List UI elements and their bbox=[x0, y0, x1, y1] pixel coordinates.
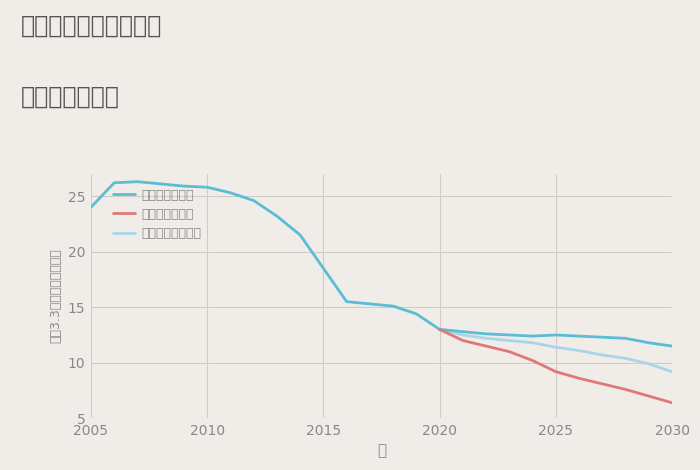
ノーマルシナリオ bbox=[622, 355, 630, 361]
バッドシナリオ bbox=[622, 387, 630, 392]
バッドシナリオ bbox=[435, 327, 444, 332]
Y-axis label: 坪（3.3㎡）単価（万円）: 坪（3.3㎡）単価（万円） bbox=[49, 249, 62, 344]
ノーマルシナリオ bbox=[435, 327, 444, 332]
グッドシナリオ bbox=[598, 334, 606, 340]
ノーマルシナリオ bbox=[668, 369, 676, 375]
X-axis label: 年: 年 bbox=[377, 443, 386, 458]
グッドシナリオ bbox=[482, 331, 490, 337]
グッドシナリオ bbox=[505, 332, 514, 338]
バッドシナリオ bbox=[458, 338, 467, 344]
ノーマルシナリオ bbox=[598, 352, 606, 358]
バッドシナリオ bbox=[598, 381, 606, 387]
バッドシナリオ bbox=[482, 343, 490, 349]
ノーマルシナリオ bbox=[505, 338, 514, 344]
バッドシナリオ bbox=[505, 349, 514, 354]
グッドシナリオ bbox=[668, 343, 676, 349]
グッドシナリオ bbox=[458, 329, 467, 335]
ノーマルシナリオ bbox=[645, 361, 653, 367]
バッドシナリオ bbox=[575, 376, 583, 381]
Line: バッドシナリオ: バッドシナリオ bbox=[440, 329, 672, 403]
Text: 土地の価格推移: 土地の価格推移 bbox=[21, 85, 120, 109]
グッドシナリオ bbox=[622, 336, 630, 341]
ノーマルシナリオ bbox=[552, 345, 560, 350]
Legend: グッドシナリオ, バッドシナリオ, ノーマルシナリオ: グッドシナリオ, バッドシナリオ, ノーマルシナリオ bbox=[109, 185, 205, 244]
バッドシナリオ bbox=[552, 369, 560, 375]
ノーマルシナリオ bbox=[528, 340, 537, 345]
Line: グッドシナリオ: グッドシナリオ bbox=[440, 329, 672, 346]
グッドシナリオ bbox=[552, 332, 560, 338]
ノーマルシナリオ bbox=[458, 332, 467, 338]
ノーマルシナリオ bbox=[575, 348, 583, 353]
ノーマルシナリオ bbox=[482, 336, 490, 341]
バッドシナリオ bbox=[668, 400, 676, 406]
バッドシナリオ bbox=[528, 358, 537, 363]
Text: 三重県伊賀市東湯舟の: 三重県伊賀市東湯舟の bbox=[21, 14, 162, 38]
グッドシナリオ bbox=[575, 333, 583, 339]
グッドシナリオ bbox=[528, 333, 537, 339]
グッドシナリオ bbox=[645, 340, 653, 345]
バッドシナリオ bbox=[645, 393, 653, 399]
Line: ノーマルシナリオ: ノーマルシナリオ bbox=[440, 329, 672, 372]
グッドシナリオ bbox=[435, 327, 444, 332]
